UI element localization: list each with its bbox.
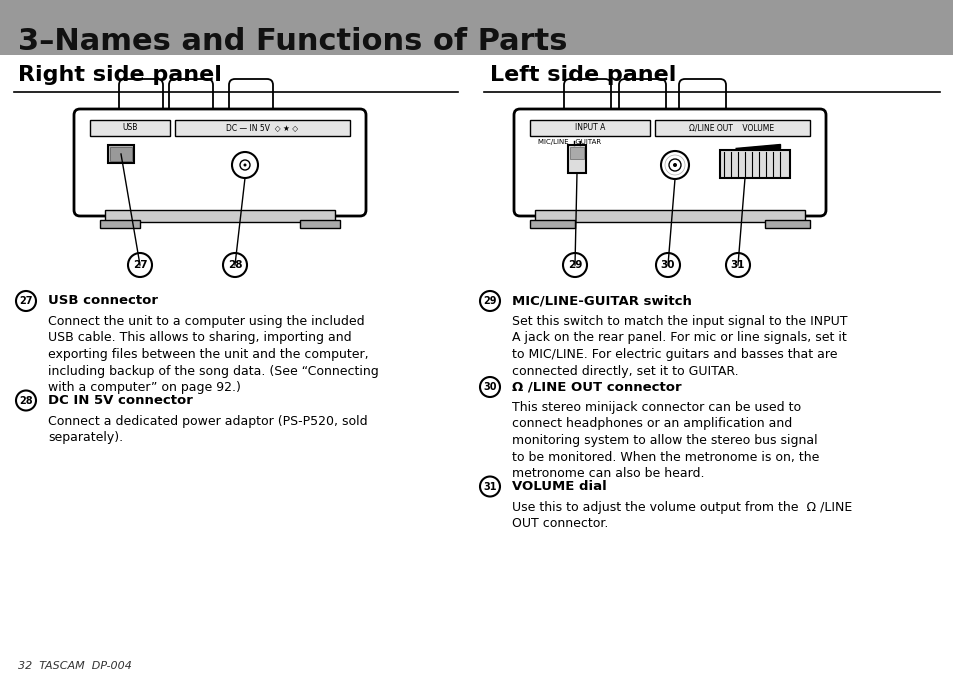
FancyBboxPatch shape bbox=[618, 79, 665, 123]
Bar bbox=[655, 120, 809, 136]
Text: 30: 30 bbox=[660, 260, 675, 270]
Text: This stereo minijack connector can be used to
connect headphones or an amplifica: This stereo minijack connector can be us… bbox=[512, 401, 819, 480]
Circle shape bbox=[128, 253, 152, 277]
Bar bbox=[530, 220, 575, 228]
Bar bbox=[764, 220, 809, 228]
Circle shape bbox=[240, 160, 250, 170]
FancyBboxPatch shape bbox=[679, 79, 725, 123]
Text: Right side panel: Right side panel bbox=[18, 65, 222, 85]
FancyBboxPatch shape bbox=[229, 79, 273, 123]
Bar bbox=[569, 147, 583, 159]
Text: 27: 27 bbox=[132, 260, 147, 270]
Text: MIC/LINE-GUITAR switch: MIC/LINE-GUITAR switch bbox=[512, 294, 691, 307]
Bar bbox=[299, 220, 339, 228]
Bar bbox=[108, 145, 133, 163]
Text: 31: 31 bbox=[730, 260, 744, 270]
Bar bbox=[100, 220, 140, 228]
Text: 32  TASCAM  DP-004: 32 TASCAM DP-004 bbox=[18, 661, 132, 671]
Circle shape bbox=[223, 253, 247, 277]
Text: 29: 29 bbox=[567, 260, 581, 270]
FancyBboxPatch shape bbox=[169, 79, 213, 123]
Text: Left side panel: Left side panel bbox=[490, 65, 676, 85]
Bar bbox=[535, 210, 804, 222]
Bar bbox=[174, 120, 350, 136]
Text: Use this to adjust the volume output from the  Ω /LINE
OUT connector.: Use this to adjust the volume output fro… bbox=[512, 500, 851, 530]
Circle shape bbox=[668, 159, 680, 171]
Text: 31: 31 bbox=[483, 481, 497, 492]
Text: DC IN 5V connector: DC IN 5V connector bbox=[48, 394, 193, 407]
Text: 27: 27 bbox=[19, 296, 32, 306]
Text: Connect the unit to a computer using the included
USB cable. This allows to shar: Connect the unit to a computer using the… bbox=[48, 315, 378, 394]
FancyBboxPatch shape bbox=[563, 79, 610, 123]
Bar bbox=[567, 145, 585, 173]
Text: MIC/LINE   GUITAR: MIC/LINE GUITAR bbox=[537, 139, 600, 145]
Text: Connect a dedicated power adaptor (PS-P520, sold
separately).: Connect a dedicated power adaptor (PS-P5… bbox=[48, 415, 367, 444]
Text: VOLUME dial: VOLUME dial bbox=[512, 480, 606, 493]
Text: 28: 28 bbox=[19, 396, 32, 405]
Text: USB connector: USB connector bbox=[48, 294, 158, 307]
Circle shape bbox=[243, 163, 246, 167]
Text: INPUT A: INPUT A bbox=[575, 124, 604, 133]
Circle shape bbox=[672, 163, 677, 167]
Text: Set this switch to match the input signal to the INPUT
A jack on the rear panel.: Set this switch to match the input signa… bbox=[512, 315, 846, 377]
Circle shape bbox=[656, 253, 679, 277]
Circle shape bbox=[16, 390, 36, 411]
Bar bbox=[720, 150, 789, 178]
Text: USB: USB bbox=[122, 124, 137, 133]
Circle shape bbox=[479, 477, 499, 496]
Bar bbox=[110, 147, 132, 161]
Bar bbox=[105, 210, 335, 222]
Text: DC — IN 5V  ◇ ★ ◇: DC — IN 5V ◇ ★ ◇ bbox=[226, 124, 297, 133]
Polygon shape bbox=[734, 144, 780, 148]
Circle shape bbox=[16, 291, 36, 311]
Circle shape bbox=[725, 253, 749, 277]
FancyBboxPatch shape bbox=[119, 79, 163, 123]
Text: 3–Names and Functions of Parts: 3–Names and Functions of Parts bbox=[18, 27, 567, 56]
Bar bbox=[530, 120, 649, 136]
Text: 30: 30 bbox=[483, 382, 497, 392]
Bar bbox=[0, 0, 953, 55]
FancyBboxPatch shape bbox=[74, 109, 366, 216]
Text: Ω/LINE OUT    VOLUME: Ω/LINE OUT VOLUME bbox=[689, 124, 774, 133]
Text: Ω /LINE OUT connector: Ω /LINE OUT connector bbox=[512, 381, 680, 394]
Circle shape bbox=[479, 377, 499, 397]
Circle shape bbox=[562, 253, 586, 277]
Circle shape bbox=[660, 151, 688, 179]
Circle shape bbox=[479, 291, 499, 311]
FancyBboxPatch shape bbox=[514, 109, 825, 216]
Text: 29: 29 bbox=[483, 296, 497, 306]
Bar bbox=[90, 120, 170, 136]
Text: 28: 28 bbox=[228, 260, 242, 270]
Circle shape bbox=[232, 152, 257, 178]
